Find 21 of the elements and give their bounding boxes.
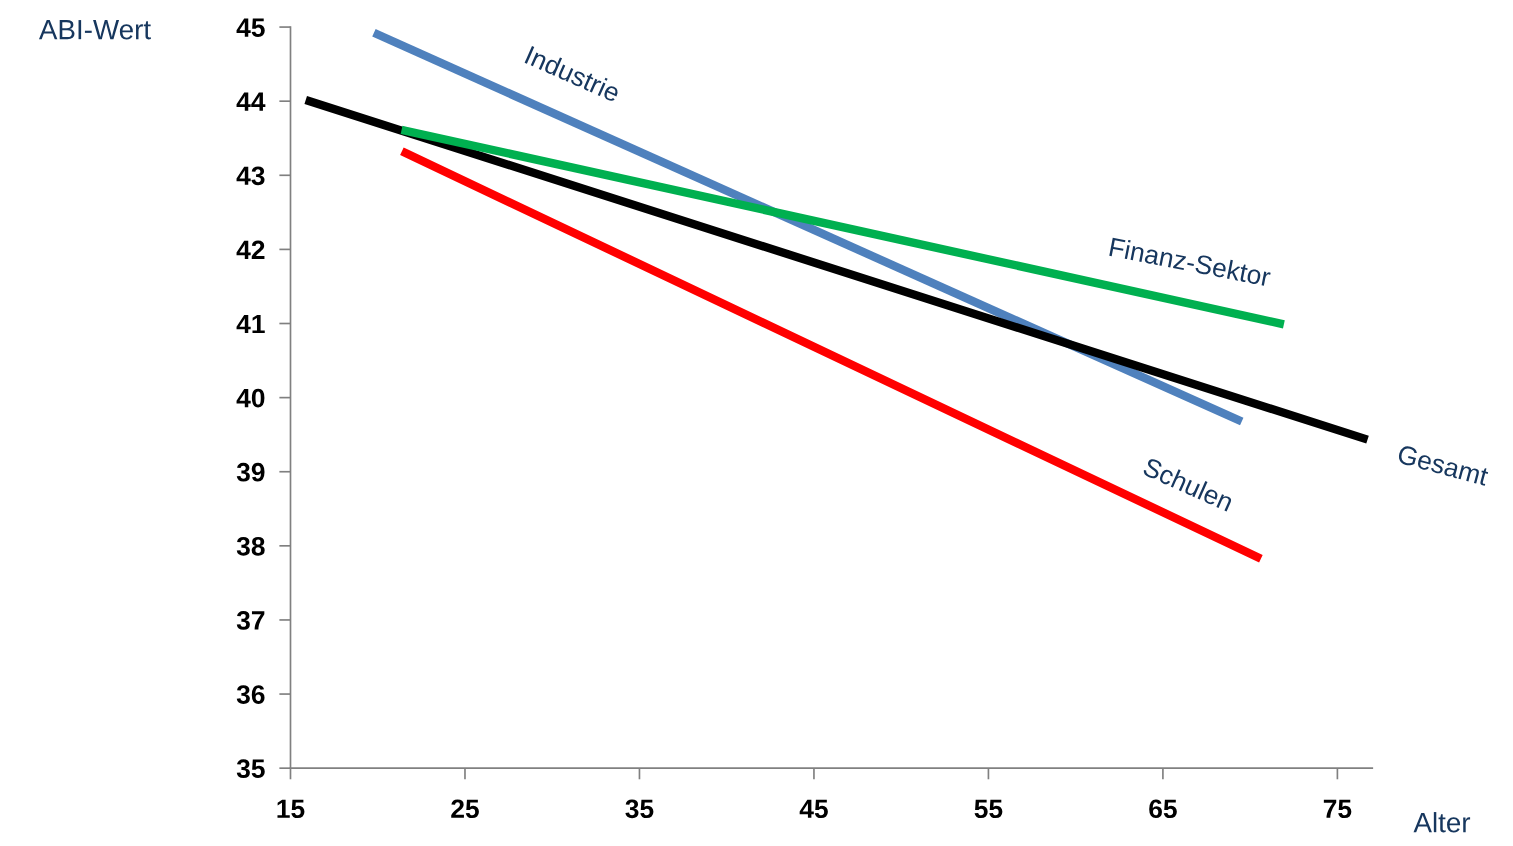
x-tick-label: 25: [451, 799, 479, 819]
x-tick-label: 75: [1323, 799, 1352, 819]
y-tick-label: 38: [236, 536, 265, 556]
y-tick-label: 36: [236, 685, 265, 704]
x-tick-label: 55: [974, 799, 1003, 819]
y-tick-label: 42: [236, 240, 265, 259]
y-axis-title: ABI-Wert: [38, 20, 151, 40]
y-tick-label: 37: [236, 611, 265, 630]
y-tick-label: 39: [236, 462, 265, 482]
text: Gesamt: [1396, 444, 1490, 487]
x-axis-title: Alter: [1413, 812, 1471, 833]
y-tick-label: 45: [236, 18, 265, 37]
x-tick-label: 35: [625, 799, 654, 819]
x-tick-label: 65: [1149, 799, 1177, 819]
y-tick-label: 43: [236, 166, 265, 186]
y-tick-label: 40: [236, 388, 265, 408]
y-tick-label: 44: [236, 92, 266, 111]
y-tick-label: 35: [236, 759, 265, 779]
x-tick-label: 15: [277, 799, 305, 819]
y-tick-label: 41: [236, 314, 265, 334]
x-tick-label: 45: [799, 799, 828, 819]
